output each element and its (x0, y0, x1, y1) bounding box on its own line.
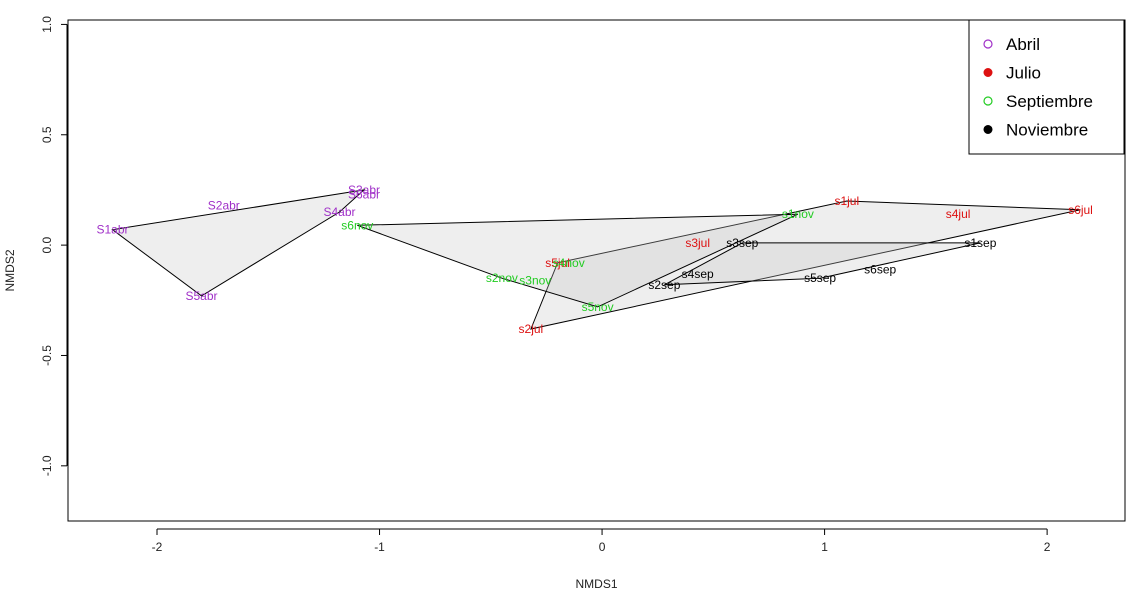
hull-layer (111, 189, 1081, 330)
x-tick-label: -2 (152, 540, 163, 554)
point-label-s1nov: s1nov (782, 207, 814, 221)
point-label-s3abr: S3abr (348, 183, 380, 197)
x-tick-label: -1 (374, 540, 385, 554)
point-label-s2abr: S2abr (208, 198, 240, 212)
legend-label-noviembre: Noviembre (1006, 121, 1088, 140)
point-label-s1sep: s1sep (964, 236, 996, 250)
x-axis-title: NMDS1 (575, 577, 617, 591)
point-label-s4sep: s4sep (682, 267, 714, 281)
x-tick-label: 0 (599, 540, 606, 554)
point-label-s2nov: s2nov (486, 271, 518, 285)
point-label-s3jul: s3jul (685, 236, 710, 250)
point-label-s5jul: s5jul (545, 256, 570, 270)
x-tick-label: 1 (821, 540, 828, 554)
hull-noviembre (664, 242, 981, 286)
legend-label-julio: Julio (1006, 64, 1041, 83)
axis-layer: -2 -1 0 1 2 -1.0 -0.5 0.0 0.5 1.0 (40, 16, 1051, 554)
x-tick-label: 2 (1044, 540, 1051, 554)
point-label-s1abr: S1abr (96, 223, 128, 237)
legend-box (968, 19, 1125, 155)
legend-marker-noviembre (983, 125, 993, 134)
y-tick-label: 0.0 (40, 236, 54, 253)
point-label-s5nov: s5nov (582, 300, 614, 314)
point-label-s6nov: s6nov (341, 218, 373, 232)
point-label-s4abr: S4abr (323, 205, 355, 219)
legend-marker-abril (983, 39, 993, 49)
point-label-s6abr: S6abr (348, 187, 380, 201)
y-tick-label: -1.0 (40, 455, 54, 476)
legend-label-septiembre: Septiembre (1006, 92, 1093, 111)
legend-marker-julio (983, 68, 993, 77)
point-label-s3sep: s3sep (726, 236, 758, 250)
y-tick-label: 0.5 (40, 126, 54, 143)
point-label-s3nov: s3nov (519, 273, 551, 287)
point-label-s6jul: s6jul (1068, 203, 1093, 217)
y-tick-label: -0.5 (40, 345, 54, 366)
point-label-s1jul: s1jul (834, 194, 859, 208)
y-axis-title: NMDS2 (3, 249, 17, 291)
legend-marker-septiembre (983, 96, 993, 106)
point-label-s2jul: s2jul (519, 322, 544, 336)
point-label-s4jul: s4jul (946, 207, 971, 221)
hull-septiembre (357, 213, 799, 308)
point-label-s5sep: s5sep (804, 271, 836, 285)
point-label-s5abr: S5abr (185, 289, 217, 303)
point-label-s4nov: s4nov (553, 256, 585, 270)
hull-julio (530, 200, 1081, 330)
legend: Abril Julio Septiembre Noviembre (968, 19, 1125, 155)
legend-label-abril: Abril (1006, 35, 1040, 54)
hull-abril (111, 189, 366, 297)
point-label-s6sep: s6sep (864, 262, 896, 276)
point-label-s2sep: s2sep (648, 278, 680, 292)
plot-frame (67, 19, 1126, 522)
y-tick-label: 1.0 (40, 16, 54, 33)
